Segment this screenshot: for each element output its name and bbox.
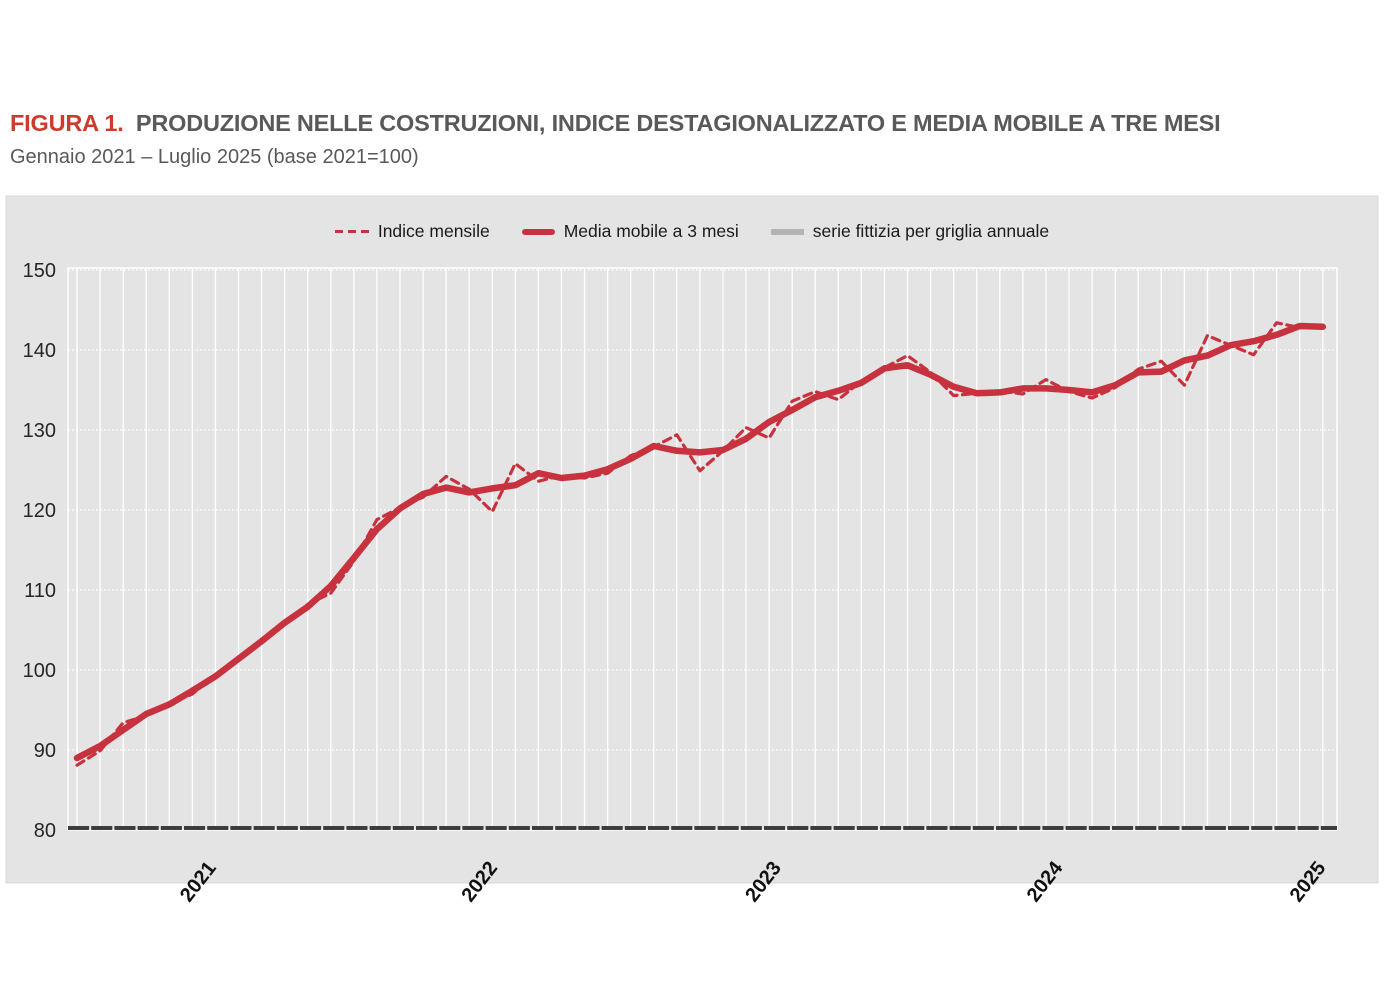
chart-panel [5, 195, 1379, 884]
legend-item-serie-fittizia: serie fittizia per griglia annuale [770, 221, 1050, 242]
series-media-mobile-a-3-mesi [73, 322, 1327, 762]
y-tick-label: 100 [23, 660, 56, 682]
dashed-line-swatch-icon [334, 230, 369, 233]
legend-label: Media mobile a 3 mesi [563, 221, 739, 241]
horizontal-gridlines [68, 269, 1337, 751]
y-tick-label: 90 [34, 740, 56, 762]
monthly-gridlines [76, 268, 1324, 830]
y-tick-label: 80 [34, 820, 56, 842]
figure-number: FIGURA 1. [10, 110, 124, 136]
gray-line-swatch-icon [770, 228, 804, 235]
legend-label: serie fittizia per griglia annuale [812, 221, 1050, 241]
y-tick-label: 110 [24, 580, 56, 602]
figure-title-line: FIGURA 1. PRODUZIONE NELLE COSTRUZIONI, … [10, 110, 1221, 137]
y-axis-labels: 80 90 100 110 120 130 140 150 [23, 260, 56, 842]
y-tick-label: 150 [23, 260, 56, 282]
y-tick-label: 120 [23, 500, 56, 522]
y-tick-label: 140 [23, 340, 56, 362]
legend-item-media-mobile: Media mobile a 3 mesi [521, 221, 739, 242]
legend-item-indice-mensile: Indice mensile [334, 221, 490, 242]
page-title: PRODUZIONE NELLE COSTRUZIONI, INDICE DES… [135, 110, 1221, 136]
legend-label: Indice mensile [377, 221, 490, 241]
chart-legend: Indice mensile Media mobile a 3 mesi ser… [6, 196, 1378, 242]
solid-line-swatch-icon [521, 228, 555, 235]
y-tick-label: 130 [23, 420, 56, 442]
figure-subtitle: Gennaio 2021 – Luglio 2025 (base 2021=10… [10, 146, 419, 168]
